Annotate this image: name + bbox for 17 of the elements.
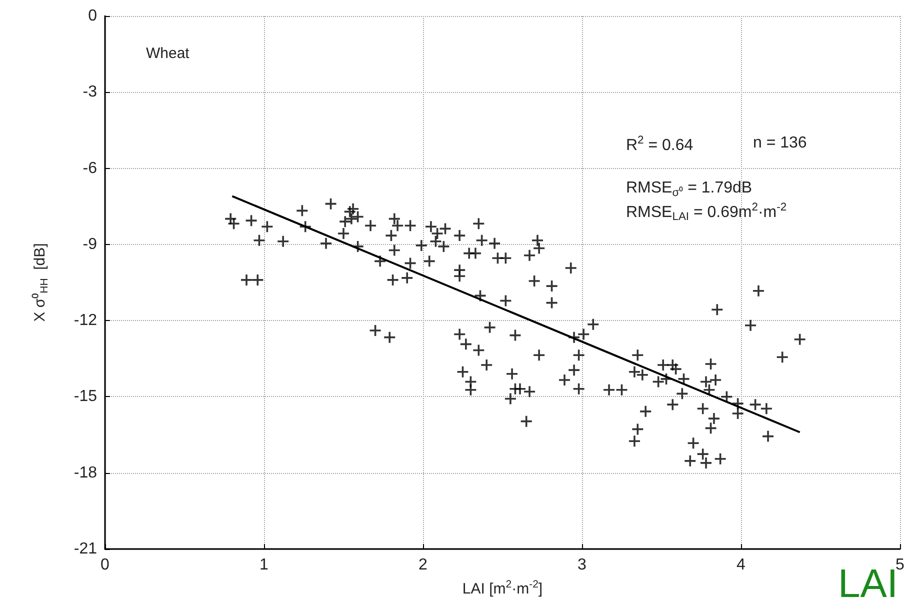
y-tick-label: -12 [74, 312, 98, 330]
x-tick-label: 4 [736, 556, 746, 574]
x-tick-label: 3 [578, 556, 587, 574]
y-tick-label: -15 [74, 388, 98, 406]
y-tick-label: 0 [88, 8, 98, 24]
x-tick-label: 1 [260, 556, 269, 574]
annotation: n = 136 [753, 134, 807, 152]
y-tick-label: -9 [82, 236, 98, 253]
x-tick-label: 0 [100, 556, 110, 574]
y-axis-title: X σ⁰HH [dB] [32, 243, 50, 322]
y-tick-label: -18 [74, 464, 98, 482]
y-tick-label: -21 [74, 540, 98, 558]
annotation: Wheat [146, 45, 190, 62]
y-tick-label: -6 [82, 160, 98, 177]
x-tick-label: 5 [896, 556, 905, 574]
x-tick-label: 2 [418, 556, 428, 574]
y-tick-label: -3 [82, 84, 98, 101]
